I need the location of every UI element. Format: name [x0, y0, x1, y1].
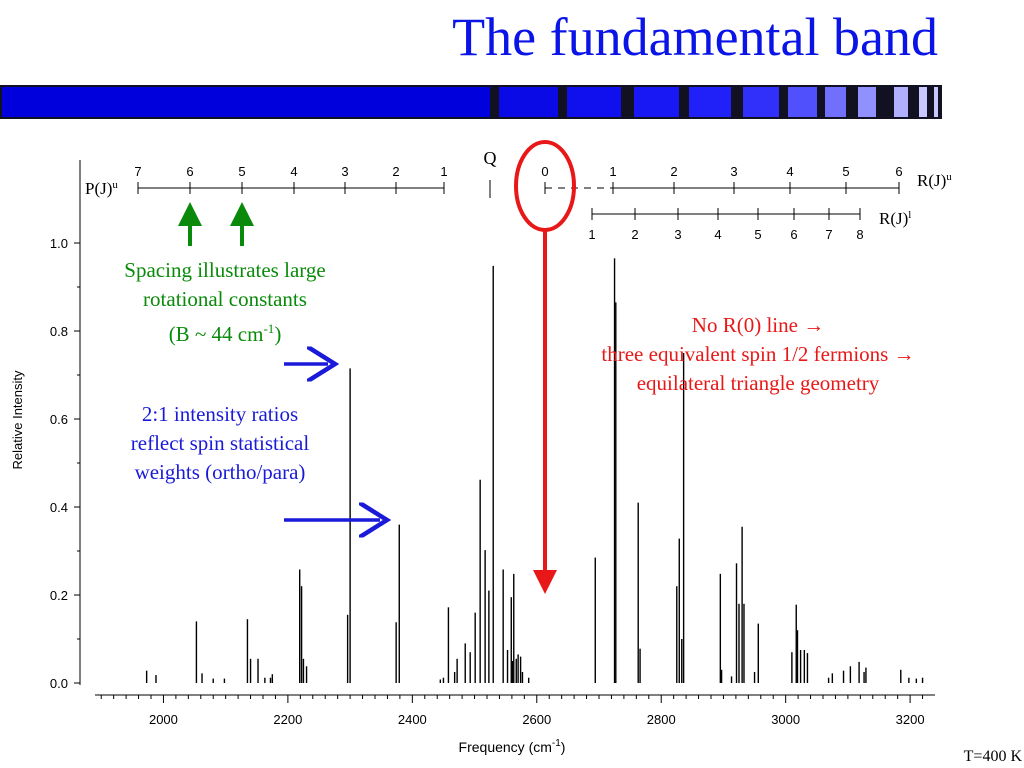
slide-title: The fundamental band: [452, 7, 938, 67]
x-tick-label: 2600: [522, 712, 551, 727]
title-bar-block: [825, 87, 846, 117]
title-bar-block: [788, 87, 817, 117]
branch-label: R(J)u: [917, 171, 952, 190]
branch-tick-label: 5: [238, 164, 245, 179]
branch-tick-label: 6: [790, 227, 797, 242]
annotation-intensity-ratio: 2:1 intensity ratios reflect spin statis…: [88, 400, 352, 487]
annotation-spacing-line-3: (B ~ 44 cm-1): [168, 321, 282, 346]
branch-tick-label: 7: [134, 164, 141, 179]
branch-tick-label: 0: [541, 164, 548, 179]
x-tick-label: 2400: [398, 712, 427, 727]
branch-tick-label: 4: [786, 164, 793, 179]
y-tick-label: 0.0: [50, 676, 68, 691]
branch-tick-label: 3: [341, 164, 348, 179]
branch-label: R(J)l: [879, 209, 911, 228]
x-tick-label: 2800: [647, 712, 676, 727]
title-decoration-bar: [0, 85, 942, 119]
annotation-spacing-line-1: Spacing illustrates large: [124, 258, 326, 282]
y-tick-label: 1.0: [50, 236, 68, 251]
branch-tick-label: 2: [392, 164, 399, 179]
title-bar-block: [499, 87, 558, 117]
annotation-r0-line-2: three equivalent spin 1/2 fermions →: [601, 342, 915, 366]
branch-tick-label: 1: [609, 164, 616, 179]
title-bar-block: [894, 87, 908, 117]
branch-tick-label: 1: [588, 227, 595, 242]
title-bar-block: [567, 87, 621, 117]
spectral-lines: [145, 258, 924, 683]
y-axis-label: Relative Intensity: [10, 370, 25, 469]
annotation-spacing-line-2: rotational constants: [143, 287, 307, 311]
annotation-spacing: Spacing illustrates large rotational con…: [75, 256, 375, 349]
branch-tick-label: 1: [440, 164, 447, 179]
branch-tick-label: 3: [730, 164, 737, 179]
annotation-ratio-line-2: reflect spin statistical: [130, 431, 310, 455]
y-tick-label: 0.4: [50, 500, 68, 515]
branch-tick-label: 7: [825, 227, 832, 242]
x-tick-label: 2000: [149, 712, 178, 727]
title-bar-block: [919, 87, 927, 117]
x-axis-label: Frequency (cm-1): [459, 738, 566, 755]
annotation-r0-line-3: equilateral triangle geometry: [636, 371, 880, 395]
annotation-r0-line-1: No R(0) line →: [691, 313, 825, 337]
y-tick-label: 0.2: [50, 588, 68, 603]
branch-tick-label: 2: [670, 164, 677, 179]
x-tick-label: 2200: [273, 712, 302, 727]
title-bar-block: [2, 87, 490, 117]
annotation-no-r0: No R(0) line → three equivalent spin 1/2…: [548, 311, 968, 398]
branch-tick-label: 4: [290, 164, 297, 179]
title-bar-block: [689, 87, 731, 117]
x-tick-label: 3200: [896, 712, 925, 727]
branch-tick-label: 6: [186, 164, 193, 179]
title-bar-block: [743, 87, 779, 117]
title-bar-block: [634, 87, 679, 117]
branch-tick-label: 5: [754, 227, 761, 242]
branch-tick-label: 3: [674, 227, 681, 242]
y-tick-label: 0.8: [50, 324, 68, 339]
branch-tick-label: 8: [856, 227, 863, 242]
annotation-arrows: [178, 140, 576, 594]
branch-tick-label: 6: [895, 164, 902, 179]
branch-tick-label: 5: [842, 164, 849, 179]
annotation-ratio-line-3: weights (ortho/para): [134, 460, 306, 484]
x-tick-label: 3000: [771, 712, 800, 727]
branch-tick-label: 2: [631, 227, 638, 242]
title-bar-block: [858, 87, 876, 117]
title-bar-block: [934, 87, 938, 117]
branch-label: P(J)u: [85, 179, 118, 198]
branch-scales: 7 6 5 4 3 2 1 0 1 2 3 4 5 6 1 2 3 4 5 6 7 8 P(J)u R(J)u R(J)l Q: [85, 148, 952, 242]
y-tick-label: 0.6: [50, 412, 68, 427]
branch-tick-label: 4: [714, 227, 721, 242]
temperature-label: T=400 K: [963, 748, 1022, 765]
annotation-ratio-line-1: 2:1 intensity ratios: [141, 402, 299, 426]
q-branch-label: Q: [484, 148, 497, 168]
